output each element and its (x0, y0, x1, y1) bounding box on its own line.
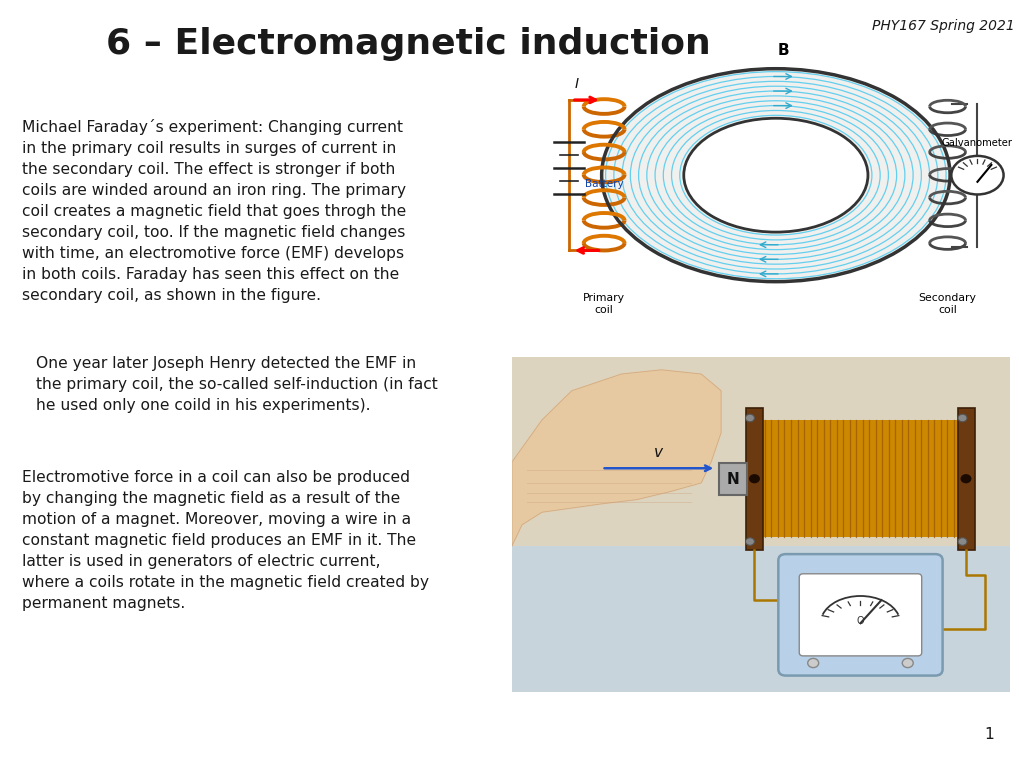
Text: Secondary
coil: Secondary coil (918, 293, 975, 315)
Ellipse shape (745, 538, 754, 545)
Ellipse shape (683, 119, 867, 232)
Bar (760, 420, 959, 537)
Text: Galvanometer: Galvanometer (941, 138, 1012, 148)
Ellipse shape (957, 414, 966, 422)
Text: 6 – Electromagnetic induction: 6 – Electromagnetic induction (106, 27, 709, 60)
Text: Primary
coil: Primary coil (583, 293, 625, 315)
Bar (718, 463, 747, 496)
Ellipse shape (902, 659, 912, 668)
Text: I: I (574, 76, 578, 91)
Ellipse shape (745, 414, 754, 422)
Text: v: v (653, 445, 662, 460)
Text: N: N (726, 472, 739, 487)
Text: Electromotive force in a coil can also be produced
by changing the magnetic fiel: Electromotive force in a coil can also b… (22, 470, 429, 611)
Ellipse shape (748, 474, 759, 483)
Ellipse shape (951, 156, 1003, 194)
Bar (512, 357, 1009, 545)
FancyBboxPatch shape (799, 574, 921, 656)
Ellipse shape (807, 659, 818, 668)
Text: PHY167 Spring 2021: PHY167 Spring 2021 (871, 19, 1014, 33)
Text: B: B (776, 43, 789, 57)
Bar (957, 408, 974, 550)
FancyBboxPatch shape (777, 554, 942, 675)
Text: 1: 1 (983, 727, 994, 742)
Polygon shape (512, 369, 720, 545)
Bar (512, 545, 1009, 692)
Bar (745, 408, 762, 550)
Text: One year later Joseph Henry detected the EMF in
the primary coil, the so-called : One year later Joseph Henry detected the… (36, 356, 437, 413)
Ellipse shape (960, 474, 970, 483)
Polygon shape (601, 69, 949, 282)
Ellipse shape (957, 538, 966, 545)
Text: Battery: Battery (585, 179, 624, 190)
Text: Michael Faraday´s experiment: Changing current
in the primary coil results in su: Michael Faraday´s experiment: Changing c… (22, 119, 407, 303)
Text: O: O (856, 616, 863, 626)
